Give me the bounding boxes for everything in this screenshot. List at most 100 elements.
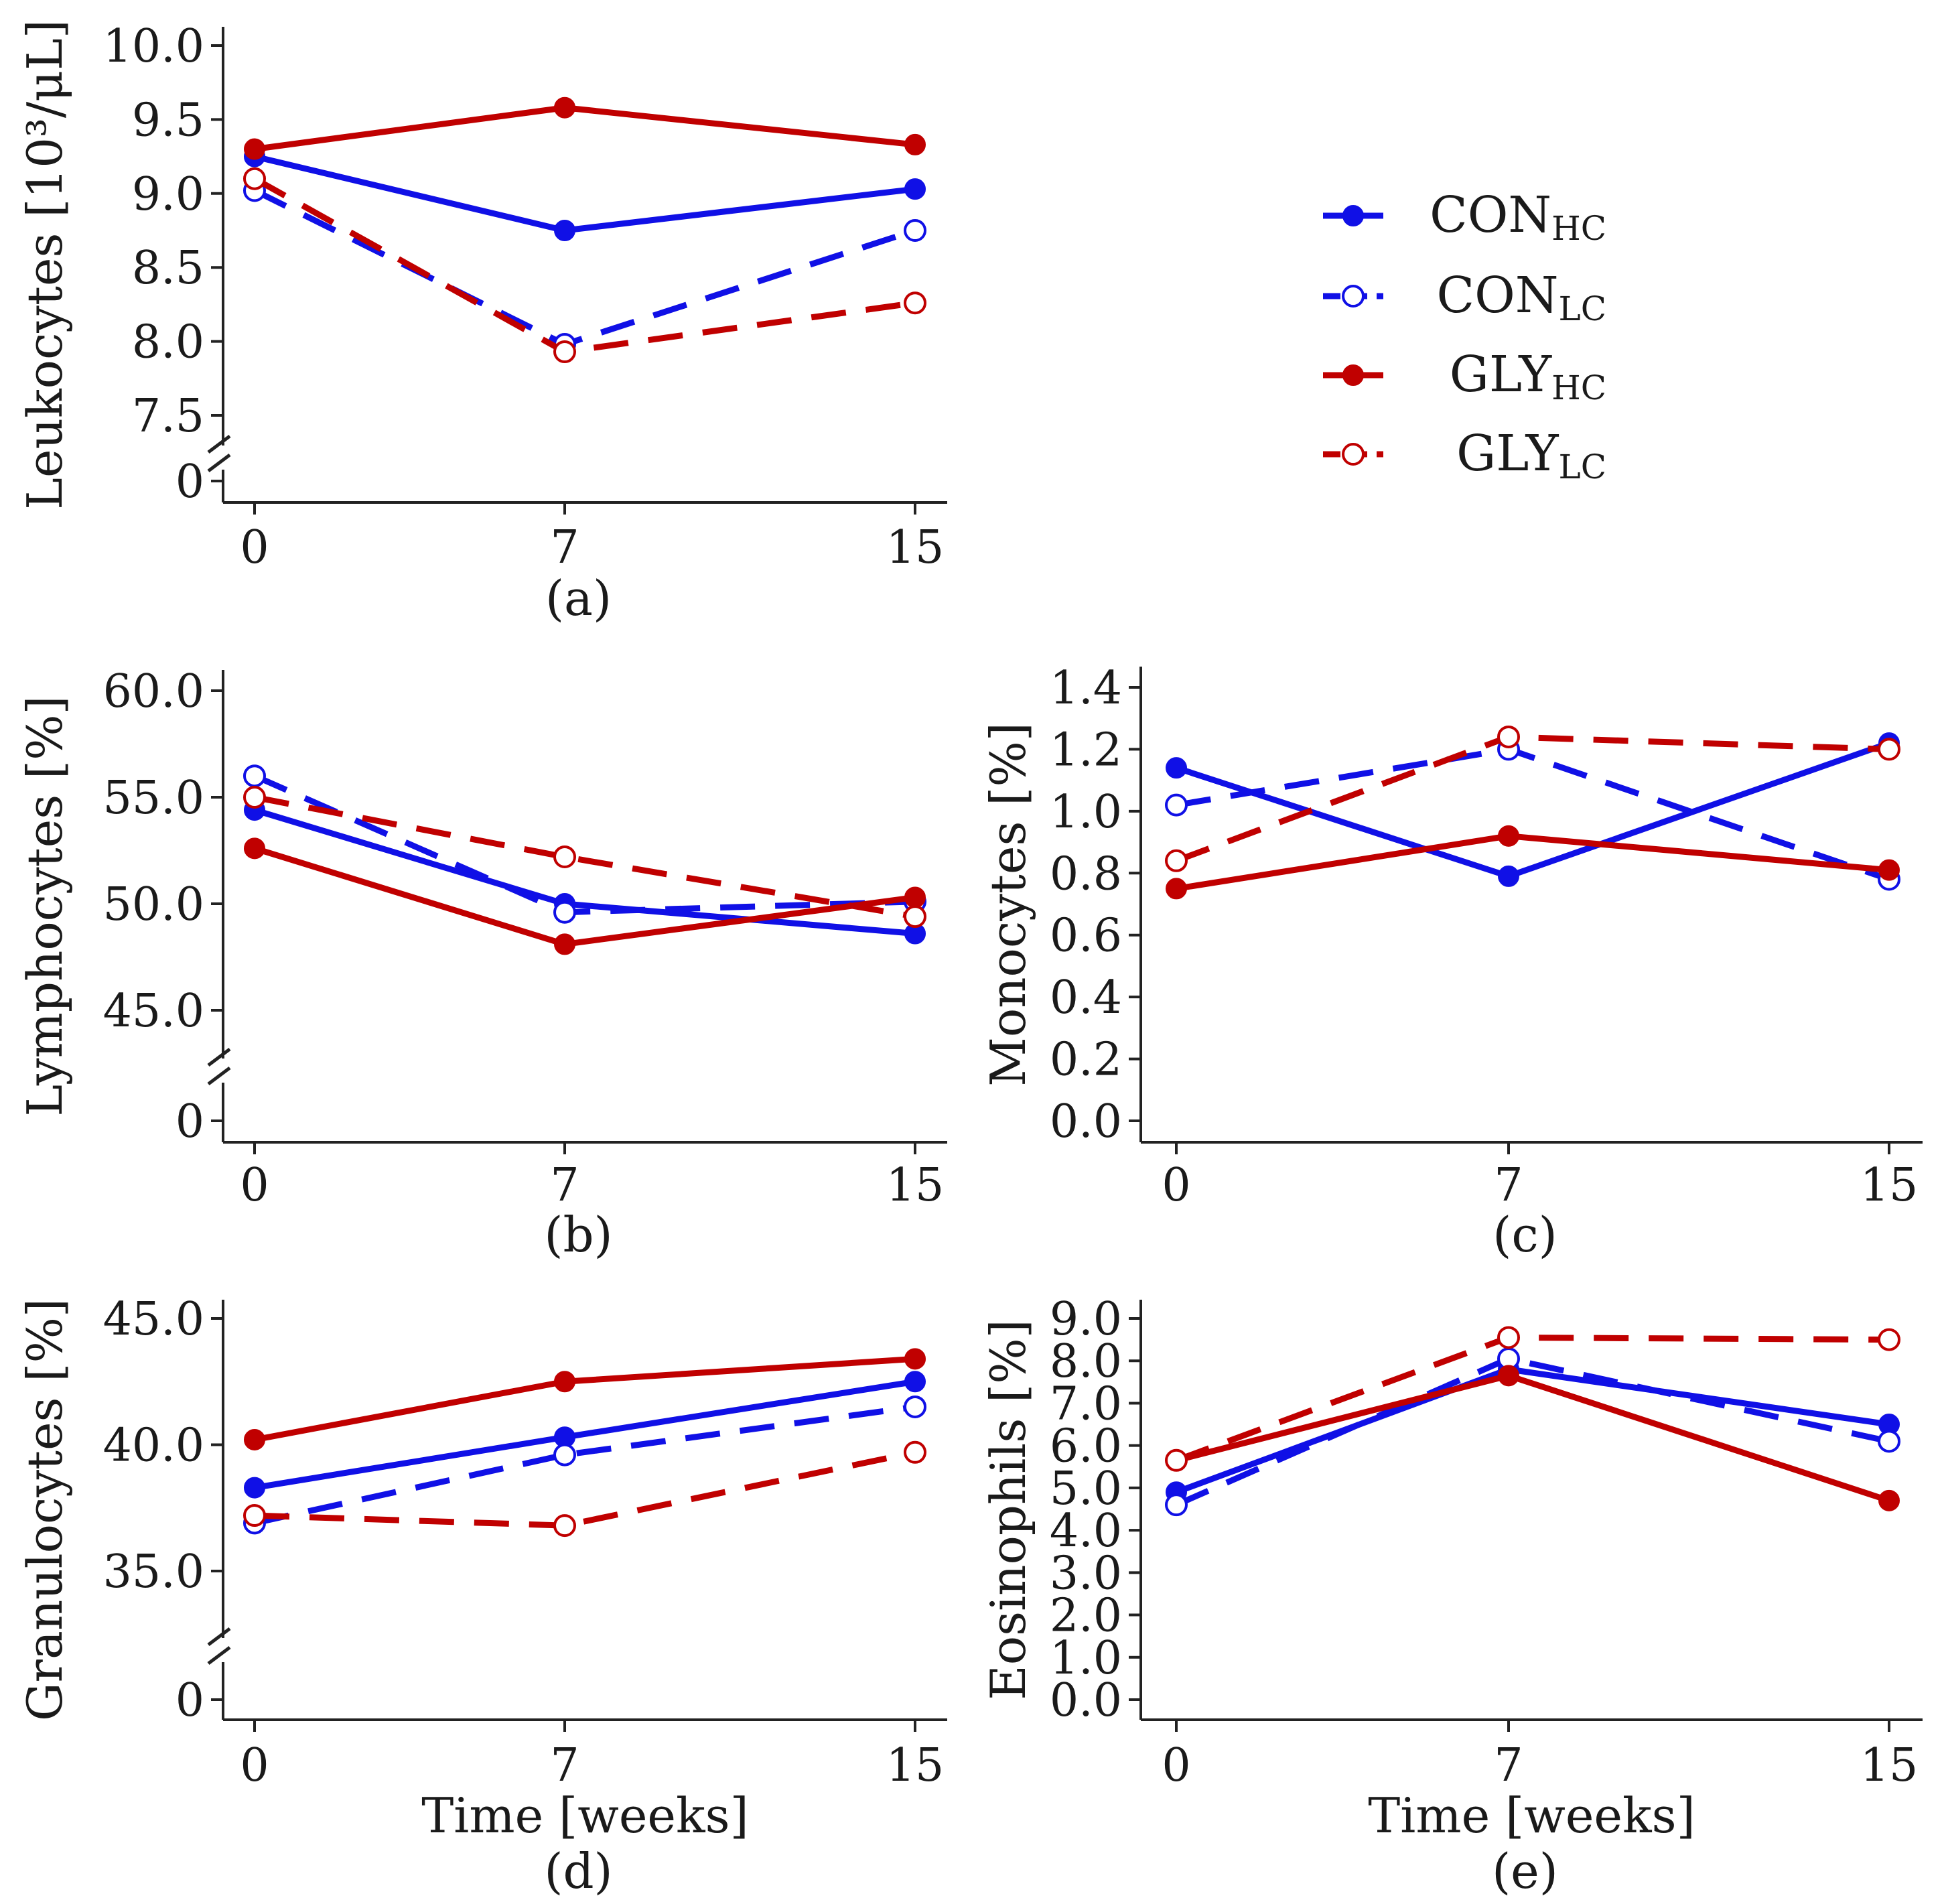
x-tick-label: 15 (886, 521, 945, 574)
x-tick-label: 7 (1494, 1159, 1523, 1212)
data-point-gly-lc (1497, 725, 1520, 748)
legend-marker-swatch (1342, 364, 1364, 386)
legend-marker-swatch (1342, 285, 1365, 308)
data-point-con-lc (1165, 1493, 1188, 1517)
series-line-gly-lc (254, 794, 916, 920)
data-point-gly-hc (904, 133, 926, 155)
data-point-gly-lc (243, 1504, 266, 1527)
series-line-gly-hc (254, 105, 916, 153)
data-point-gly-lc (1878, 1328, 1900, 1351)
y-tick-label: 9.0 (1050, 1293, 1122, 1346)
legend-label: GLYLC (1456, 425, 1606, 486)
data-point-gly-hc (904, 886, 926, 908)
y-tick-label: 8.0 (132, 316, 204, 369)
y-tick-label: 7.0 (1050, 1377, 1122, 1430)
y-tick-label: 4.0 (1050, 1505, 1122, 1558)
y-tick-label: 1.4 (1050, 662, 1122, 715)
y-tick-label-zero: 0 (176, 1674, 204, 1727)
data-point-gly-hc (244, 1428, 265, 1450)
data-point-gly-lc (904, 905, 926, 929)
data-point-con-lc (904, 1395, 926, 1418)
y-axis-break-mark (207, 435, 231, 472)
y-tick-label: 9.5 (132, 94, 204, 147)
data-point-gly-lc (553, 845, 576, 869)
panel-d: 0 35.0 40.0 45.0 0 7 15 Granulocytes [%] Time [w… (17, 1293, 947, 1899)
legend-label: GLYHC (1450, 346, 1606, 407)
data-point-gly-hc (1878, 859, 1900, 881)
x-tick-label: 0 (240, 521, 269, 574)
data-point-gly-lc (1165, 849, 1188, 872)
y-axis-title: Lymphocytes [%] (17, 695, 73, 1116)
y-tick-label: 0.0 (1050, 1095, 1122, 1148)
y-axis-title: Monocytes [%] (980, 722, 1036, 1087)
y-tick-label: 55.0 (103, 772, 204, 825)
data-point-gly-lc (553, 340, 576, 364)
data-point-con-hc (244, 1477, 265, 1499)
y-tick-label: 0.2 (1050, 1034, 1122, 1087)
legend-entry: GLYLC (1323, 425, 1606, 486)
y-tick-label: 35.0 (103, 1546, 204, 1599)
x-tick-label: 7 (550, 1739, 579, 1792)
legend-label: CONLC (1436, 267, 1606, 328)
y-tick-label: 1.0 (1050, 786, 1122, 839)
data-point-con-lc (904, 219, 926, 242)
panel-e: 0.01.02.03.04.05.06.07.08.09.0 0 7 15 Eosino… (980, 1293, 1923, 1899)
x-axis-title: Time [weeks] (421, 1787, 748, 1844)
y-tick-label: 0.6 (1050, 910, 1122, 963)
data-point-con-lc (553, 900, 576, 924)
legend-entry: CONHC (1323, 186, 1606, 248)
y-axis-title: Leukocytes [10³/μL] (17, 19, 73, 510)
x-tick-label: 0 (1162, 1739, 1190, 1792)
data-point-con-hc (904, 178, 926, 200)
y-tick-label: 45.0 (103, 985, 204, 1038)
data-point-gly-hc (554, 1371, 575, 1393)
data-point-gly-hc (1498, 825, 1519, 847)
y-tick-label: 1.0 (1050, 1632, 1122, 1685)
data-point-gly-lc (243, 167, 266, 190)
y-tick-label: 5.0 (1050, 1463, 1122, 1515)
y-tick-label: 0.4 (1050, 971, 1122, 1024)
panel-a: 0 7.5 8.0 8.5 9.0 9.5 10.0 0 7 15 Leukocytes [10³/… (17, 19, 947, 626)
legend-marker-swatch (1342, 205, 1364, 226)
y-tick-label: 7.5 (132, 390, 204, 443)
legend-entry: GLYHC (1323, 346, 1606, 407)
data-point-gly-lc (243, 786, 266, 809)
y-tick-label: 50.0 (103, 878, 204, 931)
panel-caption: (b) (544, 1207, 612, 1263)
x-tick-label: 15 (1860, 1739, 1919, 1792)
data-point-gly-lc (904, 291, 926, 315)
y-tick-label: 2.0 (1050, 1590, 1122, 1643)
legend: CONHC CONLC GLYHC GLYLC (1323, 186, 1606, 486)
y-tick-label: 60.0 (103, 665, 204, 718)
data-point-gly-lc (1165, 1448, 1188, 1472)
data-point-gly-hc (1498, 1365, 1519, 1387)
data-point-gly-hc (1878, 1489, 1900, 1511)
y-tick-label: 0.0 (1050, 1674, 1122, 1727)
x-tick-label: 15 (1860, 1159, 1919, 1212)
data-point-con-hc (904, 1371, 926, 1393)
data-point-gly-hc (554, 933, 575, 955)
series-line-con-hc (1175, 740, 1890, 880)
x-axis-title: Time [weeks] (1368, 1787, 1695, 1844)
x-tick-label: 7 (550, 521, 579, 574)
x-tick-label: 15 (886, 1159, 945, 1212)
data-point-gly-lc (553, 1514, 576, 1538)
data-point-con-hc (554, 220, 575, 241)
x-tick-label: 15 (886, 1739, 945, 1792)
panel-c: 0.0 0.2 0.4 0.6 0.8 1.0 1.2 1.4 0 7 15 Monocytes [%… (980, 662, 1923, 1263)
series-line-con-lc (254, 1404, 916, 1526)
y-tick-label: 8.5 (132, 242, 204, 295)
y-tick-label: 8.0 (1050, 1335, 1122, 1388)
legend-label: CONHC (1430, 186, 1606, 248)
panel-caption: (d) (544, 1843, 612, 1899)
data-point-gly-lc (1878, 738, 1900, 761)
data-point-con-hc (1166, 757, 1187, 779)
series-line-gly-lc (1175, 1334, 1890, 1464)
legend-marker-swatch (1342, 443, 1365, 466)
series-line-gly-hc (1175, 1372, 1890, 1504)
y-tick-label: 9.0 (132, 168, 204, 221)
y-tick-label: 1.2 (1050, 724, 1122, 776)
data-point-con-hc (1498, 865, 1519, 887)
data-point-con-lc (1165, 793, 1188, 817)
